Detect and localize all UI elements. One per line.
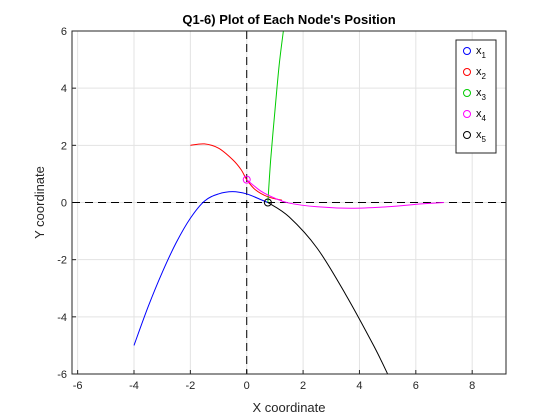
series-line-x3: [267, 30, 284, 203]
legend-entry-subscript: 5: [482, 135, 487, 144]
legend-marker-x2: [463, 68, 471, 76]
y-tick-labels: -6 -4 -2 0 2 4 6: [57, 26, 67, 381]
legend-entry-label: x3: [476, 87, 487, 102]
series-line-x4: [246, 179, 445, 209]
y-tick-label: 6: [61, 26, 67, 38]
series-line-x2: [190, 143, 283, 201]
data-point-marker: [263, 198, 272, 207]
x-tick-label: 8: [469, 380, 475, 392]
y-axis-label: Y coordinate: [32, 166, 47, 239]
chart-title: Q1-6) Plot of Each Node's Position: [182, 12, 395, 27]
x-tick-label: -2: [185, 380, 195, 392]
legend-entry-subscript: 2: [482, 72, 487, 81]
y-tick-label: 4: [61, 83, 67, 95]
x-tick-label: 0: [244, 380, 250, 392]
x-tick-label: 4: [356, 380, 362, 392]
legend-entry-name: x: [476, 87, 482, 99]
data-point-marker: [242, 175, 251, 184]
axes-frame: [71, 30, 507, 375]
legend-entry-label: x1: [476, 45, 487, 60]
legend-entry-name: x: [476, 45, 482, 57]
x-tick-label: -4: [129, 380, 139, 392]
y-tick-label: -4: [57, 312, 67, 324]
legend-box: [455, 39, 497, 154]
legend-entry-name: x: [476, 108, 482, 120]
legend-entry-name: x: [476, 129, 482, 141]
y-tick-label: -2: [57, 255, 67, 267]
legend-marker-x3: [463, 89, 471, 97]
series-line-x5: [267, 202, 389, 375]
legend-entry-label: x4: [476, 108, 487, 123]
legend-marker-x5: [463, 131, 471, 139]
y-tick-label: -6: [57, 369, 67, 381]
legend-entry-name: x: [476, 66, 482, 78]
reference-lines: [72, 31, 506, 374]
x-tick-labels: -6 -4 -2 0 2 4 6 8: [73, 380, 475, 392]
y-tick-label: 2: [61, 140, 67, 152]
x-tick-label: 6: [413, 380, 419, 392]
series-layer: [133, 30, 445, 375]
x-axis-label: X coordinate: [253, 400, 326, 415]
x-tick-label: -6: [73, 380, 83, 392]
legend-entry-subscript: 4: [482, 114, 487, 123]
y-tick-label: 0: [61, 198, 67, 210]
legend-marker-x1: [463, 47, 471, 55]
legend-marker-x4: [463, 110, 471, 118]
legend-entry-subscript: 3: [482, 93, 487, 102]
legend-entry-subscript: 1: [482, 51, 487, 60]
x-tick-label: 2: [300, 380, 306, 392]
legend-entry-label: x5: [476, 129, 487, 144]
legend-entry-label: x2: [476, 66, 487, 81]
series-line-x1: [133, 191, 269, 346]
marker-layer: [242, 175, 272, 207]
plot-area: [71, 30, 507, 375]
